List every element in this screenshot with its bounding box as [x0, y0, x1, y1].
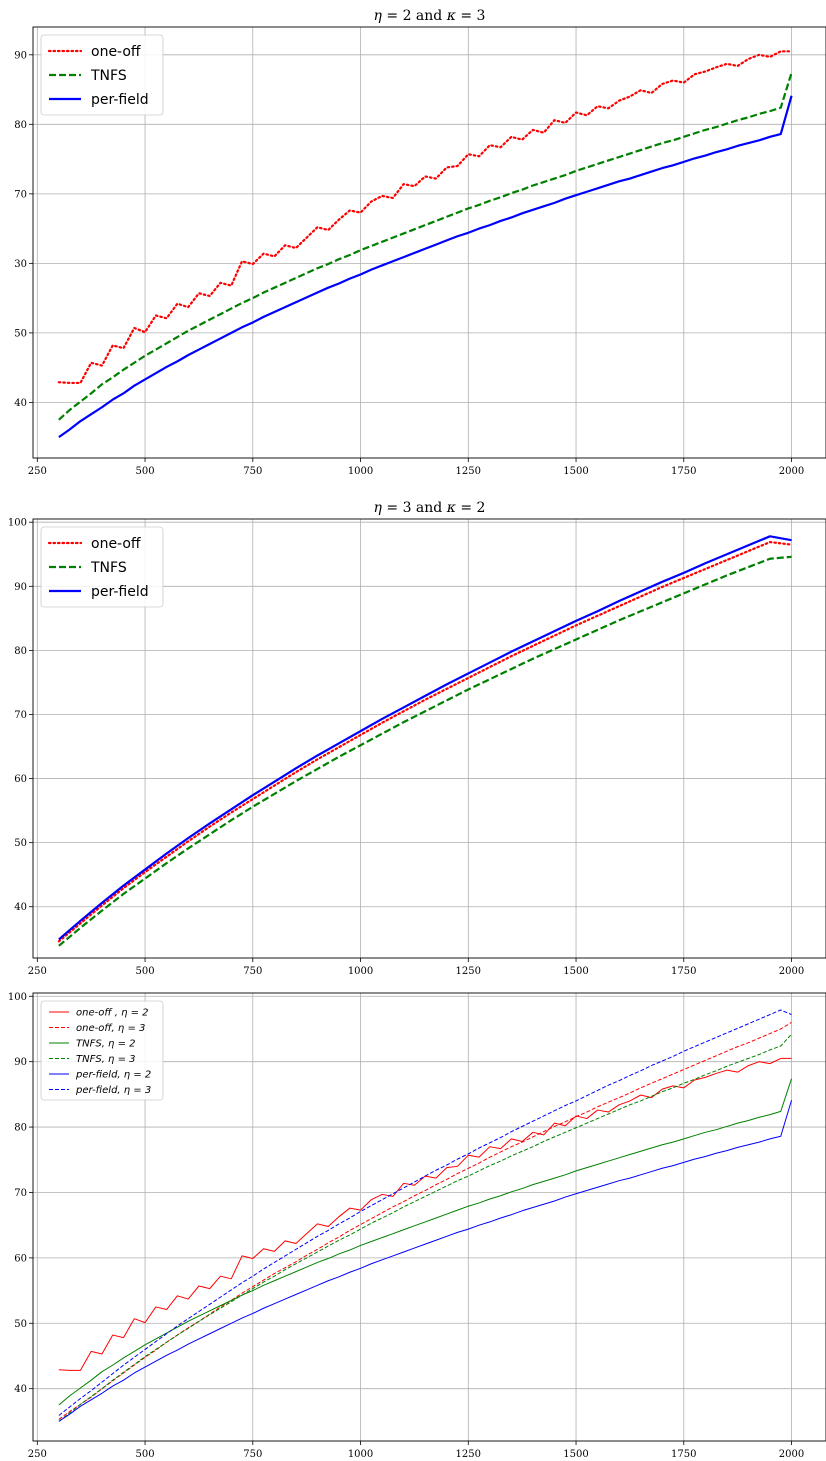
y-tick-label: 90 [14, 582, 27, 593]
legend-box [40, 526, 164, 608]
y-tick-label: 70 [14, 189, 27, 200]
y-tick-label: 80 [14, 120, 27, 131]
chart-panel-eta2-kappa3: 250 500 750 1000 1250 1500 1750 2000 40 50 30 70 80 9… [14, 8, 826, 477]
x-tick-label: 250 [28, 966, 47, 977]
y-tick-label: 40 [14, 902, 27, 913]
y-tick-label: 50 [14, 838, 27, 849]
legend-label: one-off [91, 44, 141, 60]
x-tick-label: 250 [28, 466, 47, 477]
x-tick-label: 500 [136, 1449, 155, 1460]
series-line-2 [58, 95, 793, 439]
series-line-3 [58, 1033, 792, 1422]
series-line-0 [57, 540, 793, 943]
y-tick-label: 50 [14, 1319, 27, 1330]
x-tick-label: 1500 [563, 466, 588, 477]
legend-label: TNFS [90, 560, 127, 576]
legend-label: per-field [91, 584, 149, 600]
y-tick-label: 90 [14, 50, 27, 61]
x-tick-label: 1000 [348, 1449, 373, 1460]
plot-frame [32, 518, 826, 959]
x-tick-label: 1500 [563, 1449, 588, 1460]
chart-panel-eta3-kappa2: 250 500 750 1000 1250 1500 1750 2000 40 50 60 70 80 9… [8, 500, 826, 977]
y-tick-label: 30 [14, 259, 27, 270]
legend-label: one-off, η = 3 [76, 1023, 145, 1034]
x-tick-label: 1750 [671, 1449, 696, 1460]
series-line-1 [58, 1022, 792, 1420]
legend-box [40, 1000, 164, 1101]
legend-label: per-field, η = 3 [75, 1085, 151, 1096]
y-tick-label: 60 [14, 1253, 27, 1264]
x-tick-label: 2000 [779, 1449, 804, 1460]
x-tick-label: 750 [243, 966, 262, 977]
chart-title: η = 2 and κ = 3 [374, 8, 486, 24]
series-line-0 [57, 50, 793, 385]
legend-label: TNFS [90, 68, 127, 84]
y-tick-label: 100 [8, 992, 27, 1003]
x-tick-label: 1250 [456, 1449, 481, 1460]
x-tick-label: 750 [243, 1449, 262, 1460]
legend-label: one-off , η = 2 [76, 1008, 149, 1019]
legend-label: per-field, η = 2 [75, 1070, 151, 1081]
x-tick-label: 750 [243, 466, 262, 477]
x-tick-label: 1750 [671, 466, 696, 477]
y-tick-label: 100 [8, 518, 27, 529]
x-tick-label: 1000 [348, 466, 373, 477]
plot-frame [32, 992, 826, 1442]
y-tick-label: 40 [14, 398, 27, 409]
series-line-4 [58, 1100, 792, 1422]
y-tick-label: 70 [14, 1188, 27, 1199]
chart-title: η = 3 and κ = 2 [374, 500, 486, 516]
x-tick-label: 500 [136, 966, 155, 977]
x-tick-label: 1500 [563, 966, 588, 977]
chart-panel-combined: 250 500 750 1000 1250 1500 1750 2000 40 50 60 70 80 9… [8, 992, 826, 1460]
legend-label: per-field [91, 92, 149, 108]
x-tick-label: 250 [28, 1449, 47, 1460]
series-line-1 [58, 72, 793, 421]
legend-label: one-off [91, 536, 141, 552]
y-tick-label: 80 [14, 1123, 27, 1134]
legend-label: TNFS, η = 2 [76, 1039, 136, 1050]
legend-label: TNFS, η = 3 [76, 1054, 136, 1065]
y-tick-label: 90 [14, 1057, 27, 1068]
y-tick-label: 50 [14, 328, 27, 339]
x-tick-label: 2000 [779, 466, 804, 477]
series-line-1 [58, 555, 792, 947]
y-tick-label: 40 [14, 1384, 27, 1395]
x-tick-label: 2000 [779, 966, 804, 977]
x-tick-label: 500 [136, 466, 155, 477]
series-line-5 [58, 1009, 792, 1416]
x-tick-label: 1000 [348, 966, 373, 977]
y-tick-label: 80 [14, 646, 27, 657]
x-tick-label: 1250 [456, 966, 481, 977]
legend-box [40, 34, 164, 116]
series-line-2 [58, 1078, 792, 1406]
plot-frame [32, 26, 826, 459]
x-tick-label: 1250 [456, 466, 481, 477]
x-tick-label: 1750 [671, 966, 696, 977]
series-line-2 [58, 535, 792, 941]
y-tick-label: 70 [14, 710, 27, 721]
y-tick-label: 60 [14, 774, 27, 785]
